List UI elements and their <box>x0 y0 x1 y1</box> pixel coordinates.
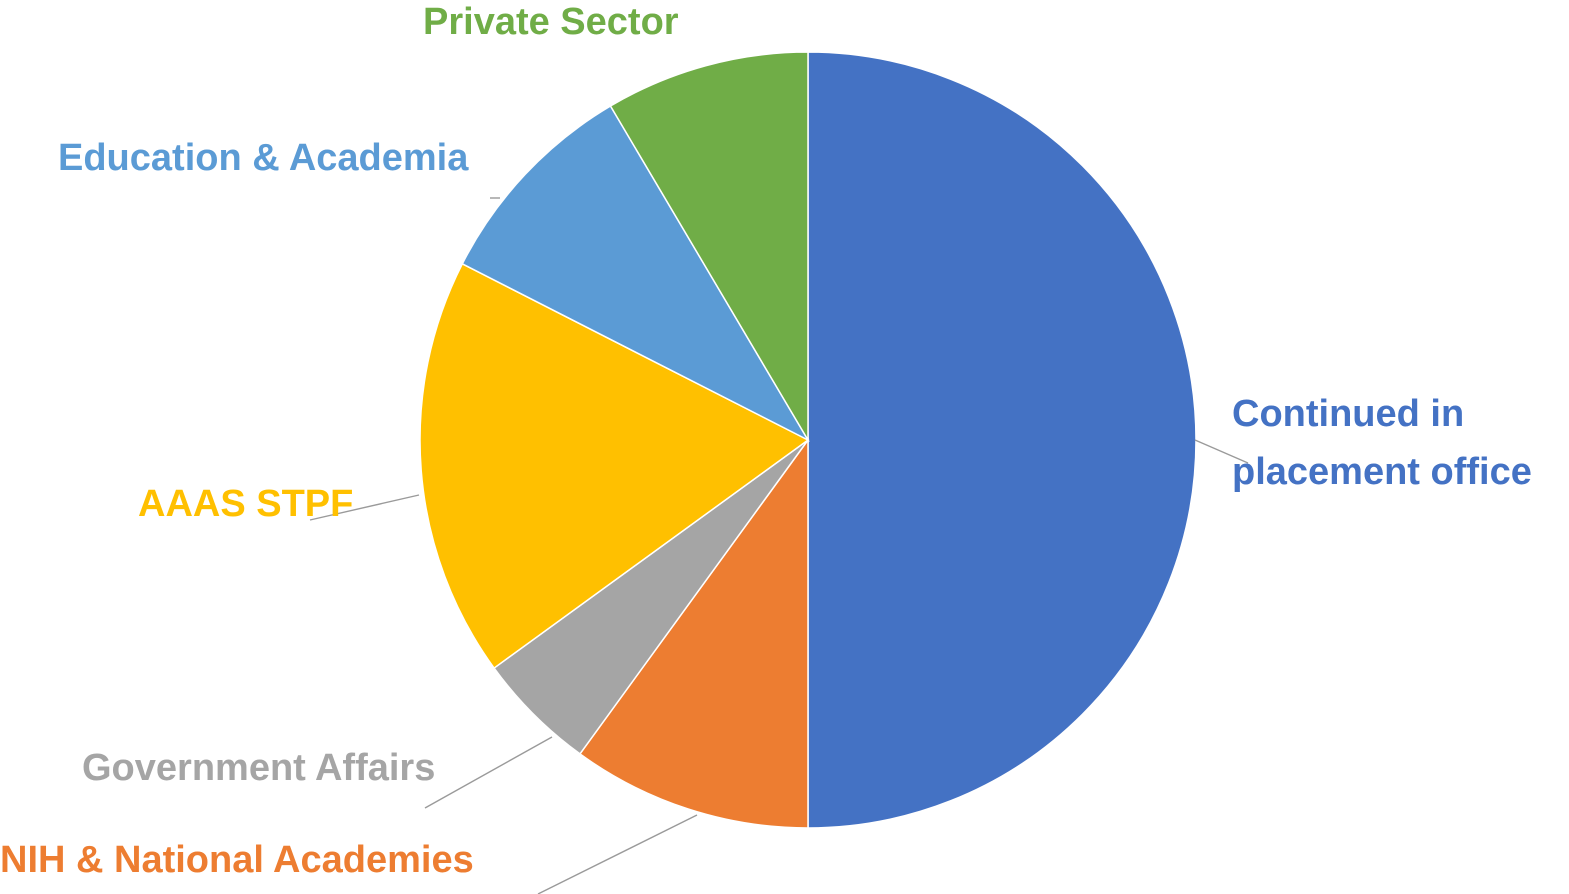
slice-label-government-affairs: Government Affairs <box>82 747 435 789</box>
slice-label-line: AAAS STPF <box>138 483 353 525</box>
slice-label-line: Government Affairs <box>82 747 435 789</box>
slice-label-continued-in-placement-office: Continued in placement office <box>1232 393 1532 493</box>
slice-label-line: Continued in <box>1232 393 1464 435</box>
slice-label-line: Education & Academia <box>58 137 469 179</box>
slice-label-nih-and-national-academies: NIH & National Academies <box>0 839 474 881</box>
pie-slices <box>419 51 1197 829</box>
slice-label-line: NIH & National Academies <box>0 839 474 881</box>
pie-slice-education-and-academia <box>461 105 810 442</box>
leader-line-government-affairs <box>424 736 553 809</box>
slice-label-line: placement office <box>1232 451 1532 493</box>
leader-lines <box>309 197 1249 894</box>
pie-slice-aaas-stpf <box>419 262 810 670</box>
pie-slice-private-sector <box>609 51 809 443</box>
leader-line-continued-in-placement-office <box>1194 439 1249 464</box>
slice-label-line: Private Sector <box>423 1 679 43</box>
pie-slice-continued-in-placement-office <box>807 51 1197 829</box>
slice-label-aaas-stpf: AAAS STPF <box>138 483 353 525</box>
slice-label-education-and-academia: Education & Academia <box>58 137 469 179</box>
pie-slice-nih-and-national-academies <box>578 437 809 829</box>
slice-label-private-sector: Private Sector <box>423 1 679 43</box>
leader-line-nih-and-national-academies <box>537 814 698 894</box>
leader-line-aaas-stpf <box>309 494 420 521</box>
slice-labels: Continued in placement office NIH & Nation… <box>0 1 1532 881</box>
